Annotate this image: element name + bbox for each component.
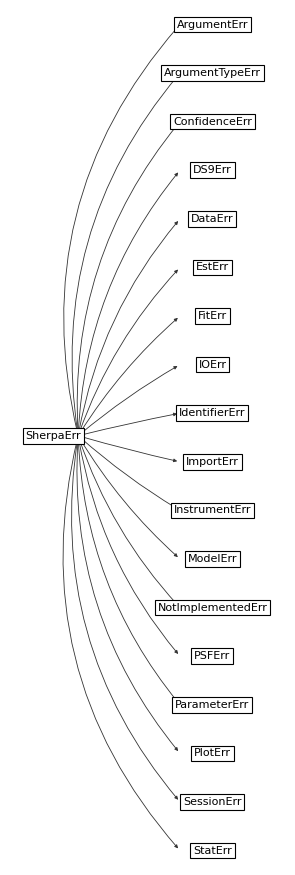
FancyArrowPatch shape [78, 438, 178, 702]
Text: ConfidenceErr: ConfidenceErr [173, 116, 252, 127]
Text: PSFErr: PSFErr [194, 651, 230, 662]
Text: ImportErr: ImportErr [186, 457, 239, 466]
FancyArrowPatch shape [79, 438, 177, 605]
FancyArrowPatch shape [79, 438, 178, 654]
Text: DataErr: DataErr [191, 214, 234, 224]
FancyArrowPatch shape [77, 438, 178, 751]
FancyArrowPatch shape [81, 437, 176, 462]
Text: EstErr: EstErr [196, 262, 229, 272]
Text: ArgumentErr: ArgumentErr [177, 19, 248, 30]
FancyArrowPatch shape [81, 413, 176, 435]
Text: ArgumentTypeErr: ArgumentTypeErr [164, 68, 261, 78]
FancyArrowPatch shape [78, 173, 178, 433]
FancyArrowPatch shape [80, 367, 177, 434]
FancyArrowPatch shape [79, 270, 177, 433]
FancyArrowPatch shape [72, 438, 178, 799]
FancyArrowPatch shape [80, 438, 177, 556]
Text: ModelErr: ModelErr [188, 554, 237, 564]
Text: IdentifierErr: IdentifierErr [179, 409, 246, 418]
FancyArrowPatch shape [80, 438, 177, 508]
Text: DS9Err: DS9Err [193, 165, 232, 175]
Text: ParameterErr: ParameterErr [175, 700, 250, 710]
Text: SessionErr: SessionErr [183, 797, 242, 807]
Text: FitErr: FitErr [198, 311, 227, 321]
FancyArrowPatch shape [80, 318, 177, 433]
Text: SherpaErr: SherpaErr [25, 430, 81, 441]
Text: StatErr: StatErr [193, 845, 232, 856]
Text: NotImplementedErr: NotImplementedErr [158, 603, 267, 612]
FancyArrowPatch shape [79, 221, 178, 433]
FancyArrowPatch shape [63, 438, 178, 848]
FancyArrowPatch shape [64, 27, 178, 433]
FancyArrowPatch shape [77, 124, 178, 433]
Text: IOErr: IOErr [199, 360, 226, 369]
FancyArrowPatch shape [72, 76, 178, 433]
Text: InstrumentErr: InstrumentErr [174, 506, 251, 515]
Text: PlotErr: PlotErr [194, 748, 231, 759]
